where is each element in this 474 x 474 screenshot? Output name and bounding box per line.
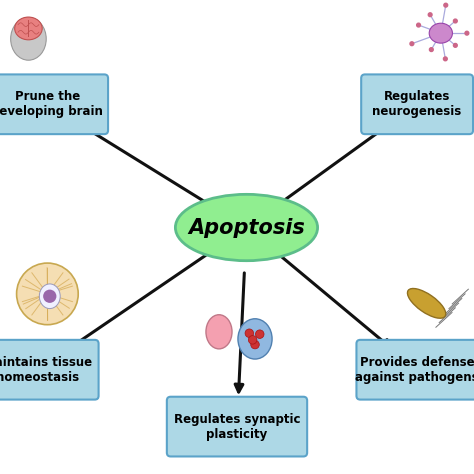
FancyBboxPatch shape bbox=[361, 74, 473, 134]
FancyBboxPatch shape bbox=[0, 340, 99, 400]
Circle shape bbox=[410, 42, 414, 46]
Ellipse shape bbox=[175, 194, 318, 261]
Text: Regulates synaptic
plasticity: Regulates synaptic plasticity bbox=[174, 412, 300, 441]
Ellipse shape bbox=[429, 23, 452, 43]
Circle shape bbox=[43, 290, 56, 303]
Circle shape bbox=[429, 48, 433, 52]
Circle shape bbox=[465, 31, 469, 35]
Circle shape bbox=[17, 263, 78, 325]
Circle shape bbox=[444, 3, 447, 7]
FancyBboxPatch shape bbox=[167, 397, 307, 456]
Text: Prune the
developing brain: Prune the developing brain bbox=[0, 90, 103, 118]
Circle shape bbox=[248, 336, 257, 344]
Ellipse shape bbox=[206, 315, 232, 349]
Circle shape bbox=[444, 57, 447, 61]
Ellipse shape bbox=[10, 18, 46, 60]
Circle shape bbox=[251, 340, 259, 349]
Circle shape bbox=[255, 330, 264, 338]
Ellipse shape bbox=[39, 284, 60, 309]
Text: Maintains tissue
homeostasis: Maintains tissue homeostasis bbox=[0, 356, 92, 384]
Ellipse shape bbox=[408, 289, 446, 318]
Text: Provides defense
against pathogens: Provides defense against pathogens bbox=[356, 356, 474, 384]
Ellipse shape bbox=[15, 17, 42, 40]
Circle shape bbox=[417, 23, 420, 27]
Circle shape bbox=[245, 329, 254, 337]
Circle shape bbox=[454, 44, 457, 47]
Text: Regulates
neurogenesis: Regulates neurogenesis bbox=[373, 90, 462, 118]
FancyBboxPatch shape bbox=[0, 74, 108, 134]
Ellipse shape bbox=[238, 319, 272, 359]
Text: Apoptosis: Apoptosis bbox=[188, 218, 305, 237]
Circle shape bbox=[428, 13, 432, 17]
FancyBboxPatch shape bbox=[356, 340, 474, 400]
Circle shape bbox=[454, 19, 457, 23]
